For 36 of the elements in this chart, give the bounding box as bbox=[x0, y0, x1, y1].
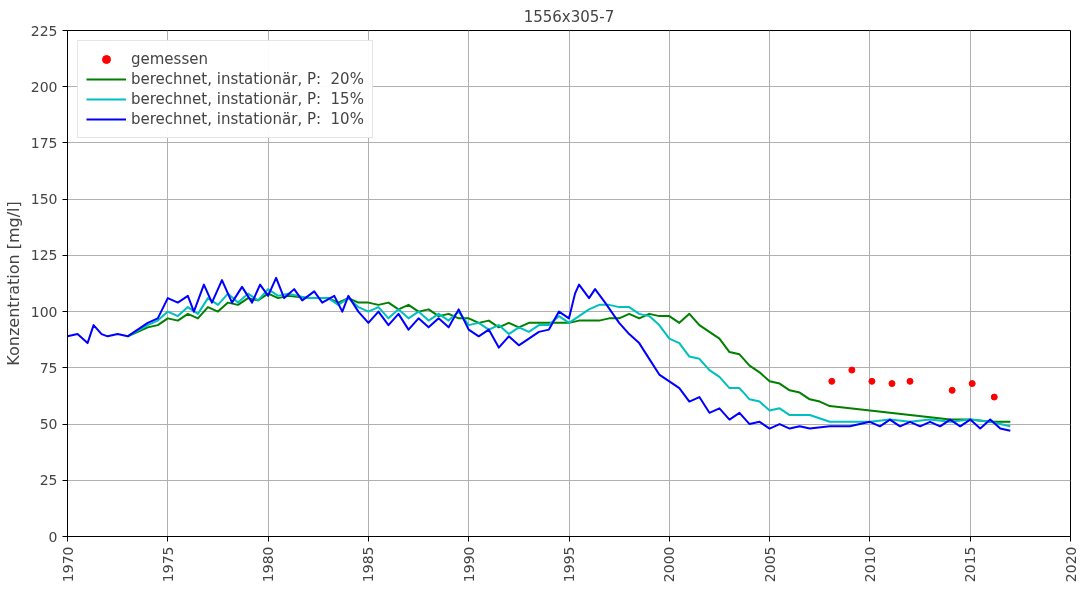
point bbox=[906, 377, 914, 385]
point bbox=[868, 377, 876, 385]
y-tick-label: 0 bbox=[48, 528, 58, 545]
legend-label: berechnet, instationär, P: 15% bbox=[131, 90, 364, 108]
x-tick-label: 2020 bbox=[1062, 546, 1079, 583]
legend-label: berechnet, instationär, P: 20% bbox=[131, 70, 364, 88]
y-tick-label: 225 bbox=[30, 22, 58, 39]
y-tick-label: 50 bbox=[39, 416, 58, 433]
x-tick-label: 2010 bbox=[861, 546, 878, 583]
x-tick-label: 2015 bbox=[962, 546, 979, 583]
x-tick-label: 1980 bbox=[260, 546, 277, 583]
y-tick-label: 175 bbox=[30, 134, 58, 151]
x-tick-label: 1995 bbox=[561, 546, 577, 583]
point bbox=[888, 380, 896, 388]
y-tick-label: 125 bbox=[30, 247, 58, 264]
point bbox=[948, 386, 956, 394]
y-tick-label: 25 bbox=[39, 472, 58, 489]
point bbox=[990, 393, 998, 401]
legend-label: berechnet, instationär, P: 10% bbox=[131, 110, 364, 128]
y-tick-label: 100 bbox=[30, 303, 58, 320]
x-tick-label: 2000 bbox=[661, 546, 678, 583]
x-tick-label: 2005 bbox=[761, 546, 778, 583]
y-axis-title: Konzentration [mg/l] bbox=[3, 201, 23, 366]
x-tick-label: 1970 bbox=[59, 546, 76, 583]
x-tick-label: 1975 bbox=[159, 546, 176, 583]
x-tick-label: 1985 bbox=[360, 546, 377, 583]
x-tick-label: 1990 bbox=[460, 546, 477, 583]
point bbox=[968, 380, 976, 388]
legend-label: gemessen bbox=[131, 50, 208, 68]
y-tick-label: 75 bbox=[39, 359, 58, 376]
point bbox=[828, 377, 836, 385]
point bbox=[848, 366, 856, 374]
chart-title: 1556x305-7 bbox=[523, 7, 615, 26]
y-tick-label: 150 bbox=[30, 191, 58, 208]
y-tick-label: 200 bbox=[30, 78, 58, 95]
line-series bbox=[67, 276, 1012, 432]
